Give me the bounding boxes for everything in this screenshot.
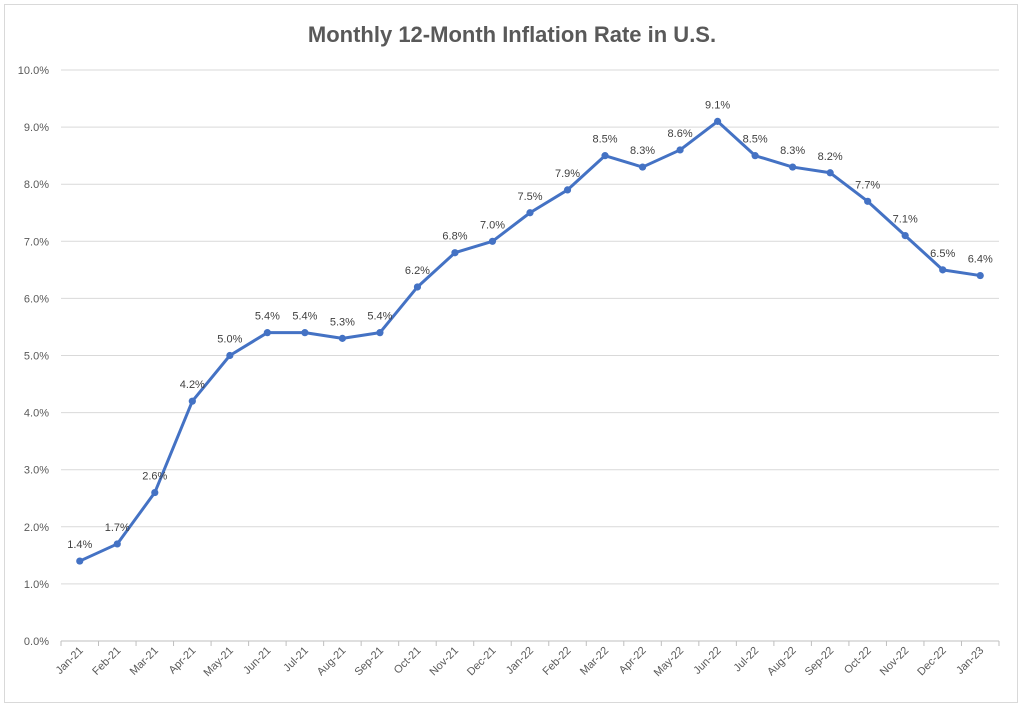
data-point	[301, 329, 309, 337]
y-tick-label: 3.0%	[24, 465, 49, 477]
data-point	[451, 249, 459, 257]
x-tick-label: Jul-22	[732, 645, 762, 675]
x-tick-label: Nov-21	[428, 645, 462, 679]
data-label: 7.7%	[855, 179, 880, 191]
x-tick-label: Apr-21	[167, 645, 199, 677]
data-label: 1.4%	[67, 539, 92, 551]
x-tick-label: Aug-21	[315, 645, 349, 679]
x-tick-label: Jan-21	[54, 645, 86, 677]
data-label: 5.4%	[292, 311, 317, 323]
data-point	[676, 146, 684, 154]
data-point	[376, 329, 384, 337]
x-tick-label: Aug-22	[765, 645, 799, 679]
data-label: 5.4%	[367, 311, 392, 323]
x-tick-label: Jun-22	[691, 645, 723, 677]
x-tick-label: Oct-22	[842, 645, 874, 677]
x-tick-label: Feb-22	[541, 645, 574, 678]
data-point	[789, 163, 797, 171]
x-tick-label: Oct-21	[392, 645, 424, 677]
y-tick-label: 5.0%	[24, 351, 49, 363]
data-point	[188, 397, 196, 405]
y-tick-label: 10.0%	[18, 65, 49, 77]
data-label: 5.4%	[255, 311, 280, 323]
x-tick-label: Dec-22	[915, 645, 949, 679]
data-label: 8.3%	[780, 145, 805, 157]
data-point	[638, 163, 647, 171]
x-tick-label: Jan-23	[954, 645, 986, 677]
data-label: 7.0%	[480, 219, 505, 231]
data-label: 5.0%	[217, 334, 242, 346]
x-tick-label: May-22	[652, 645, 686, 679]
data-label: 6.5%	[930, 248, 955, 260]
y-tick-label: 1.0%	[24, 579, 49, 591]
x-tick-label: Dec-21	[465, 645, 499, 679]
data-point	[601, 152, 609, 160]
y-tick-label: 6.0%	[24, 293, 49, 305]
x-tick-label: Feb-21	[90, 645, 123, 678]
y-tick-label: 7.0%	[24, 236, 49, 248]
data-label: 6.4%	[968, 254, 993, 266]
y-tick-label: 4.0%	[24, 408, 49, 420]
data-label: 4.2%	[180, 379, 205, 391]
x-tick-label: Sep-22	[803, 645, 837, 679]
data-point	[901, 231, 909, 240]
data-point	[76, 557, 84, 565]
x-tick-label: Jun-21	[241, 645, 273, 677]
data-label: 8.2%	[818, 151, 843, 163]
x-tick-label: Mar-22	[578, 645, 611, 678]
y-tick-label: 9.0%	[24, 122, 49, 134]
series-line	[79, 119, 981, 563]
x-tick-label: Sep-21	[352, 645, 386, 679]
data-point	[563, 186, 572, 194]
y-tick-label: 8.0%	[24, 179, 49, 191]
data-point	[338, 334, 346, 342]
x-tick-label: Jan-22	[504, 645, 536, 677]
data-point	[263, 329, 271, 337]
data-point	[151, 488, 159, 497]
data-point	[526, 209, 534, 217]
x-tick-label: May-21	[202, 645, 236, 679]
data-point	[413, 283, 422, 291]
x-tick-label: Nov-22	[878, 645, 912, 679]
data-label: 7.9%	[555, 168, 580, 180]
data-label: 8.3%	[630, 145, 655, 157]
y-tick-label: 0.0%	[24, 636, 49, 648]
data-point	[488, 237, 497, 245]
data-label: 7.5%	[517, 191, 542, 203]
data-point	[976, 271, 984, 280]
data-label: 1.7%	[105, 522, 130, 534]
x-tick-label: Jul-21	[281, 645, 311, 675]
data-label: 7.1%	[893, 214, 918, 226]
data-point	[226, 351, 234, 360]
data-label: 5.3%	[330, 316, 355, 328]
data-label: 8.6%	[668, 128, 693, 140]
data-point	[113, 540, 121, 548]
data-point	[864, 197, 872, 205]
data-point	[939, 266, 947, 274]
data-label: 6.2%	[405, 265, 430, 277]
data-point	[751, 152, 759, 160]
y-tick-label: 2.0%	[24, 522, 49, 534]
data-point	[826, 169, 834, 177]
x-tick-label: Mar-21	[128, 645, 161, 678]
chart-title: Monthly 12-Month Inflation Rate in U.S.	[307, 22, 717, 47]
data-point	[714, 117, 722, 125]
data-label: 8.5%	[593, 134, 618, 146]
data-label: 9.1%	[705, 99, 730, 111]
data-label: 8.5%	[743, 134, 768, 146]
chart-frame	[4, 4, 1018, 703]
data-label: 6.8%	[442, 231, 467, 243]
x-tick-label: Apr-22	[617, 645, 649, 677]
data-label: 2.6%	[142, 471, 167, 483]
